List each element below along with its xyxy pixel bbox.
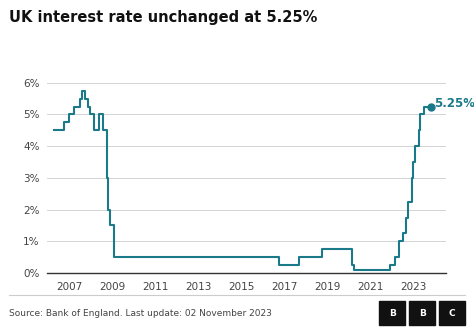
Text: B: B [419, 308, 426, 318]
Text: C: C [449, 308, 455, 318]
Text: 5.25%: 5.25% [434, 97, 474, 110]
Text: Source: Bank of England. Last update: 02 November 2023: Source: Bank of England. Last update: 02… [9, 308, 273, 318]
Text: B: B [389, 308, 396, 318]
Text: UK interest rate unchanged at 5.25%: UK interest rate unchanged at 5.25% [9, 10, 318, 25]
